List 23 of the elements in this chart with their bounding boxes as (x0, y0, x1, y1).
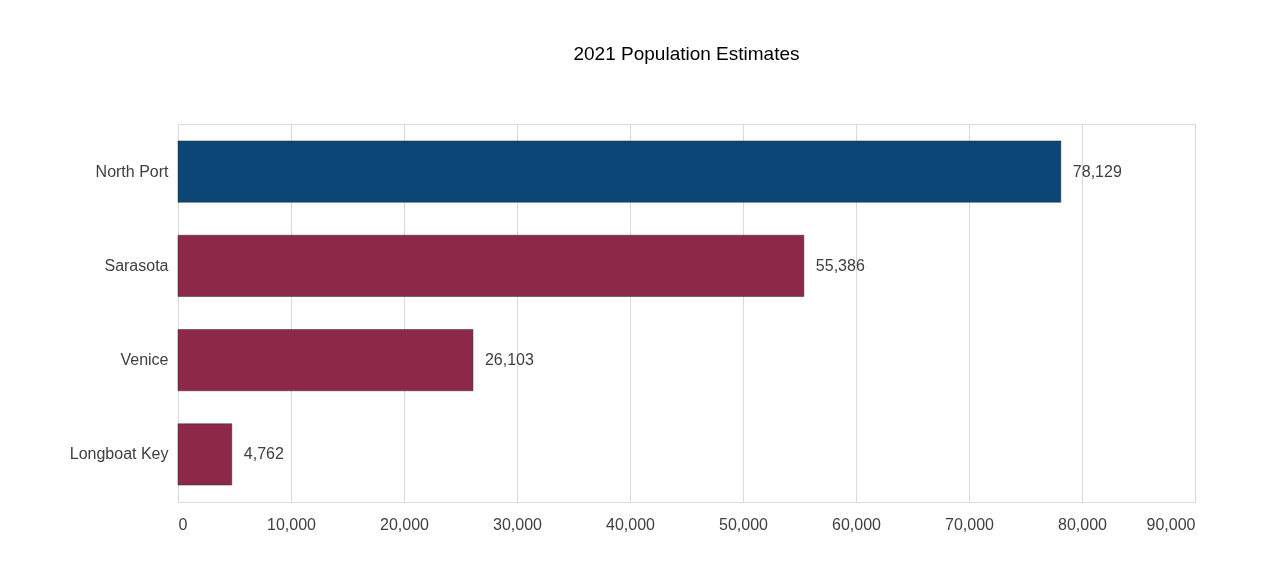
y-tick-label: Longboat Key (69, 445, 169, 463)
x-tick-label: 40,000 (606, 515, 656, 533)
x-tick-label: 70,000 (945, 515, 995, 533)
x-tick-label: 60,000 (832, 515, 882, 533)
data-label: 4,762 (243, 445, 284, 463)
x-tick-label: 20,000 (380, 515, 430, 533)
data-label: 26,103 (484, 351, 534, 369)
x-tick-label: 80,000 (1058, 515, 1108, 533)
x-tick-label: 30,000 (493, 515, 543, 533)
data-label: 78,129 (1072, 162, 1122, 180)
y-tick-label: Sarasota (104, 256, 169, 274)
bar (177, 140, 1062, 203)
x-tick-label: 90,000 (1146, 515, 1196, 533)
data-label: 55,386 (815, 256, 865, 274)
y-tick-label: Venice (120, 351, 169, 369)
x-tick-label: 10,000 (267, 515, 317, 533)
x-tick-label: 50,000 (719, 515, 769, 533)
bar (177, 423, 233, 486)
bar (177, 234, 805, 297)
x-tick-label: 0 (178, 515, 188, 533)
bar (177, 329, 474, 392)
chart-title: 2021 Population Estimates (573, 43, 800, 64)
y-tick-label: North Port (95, 162, 170, 180)
